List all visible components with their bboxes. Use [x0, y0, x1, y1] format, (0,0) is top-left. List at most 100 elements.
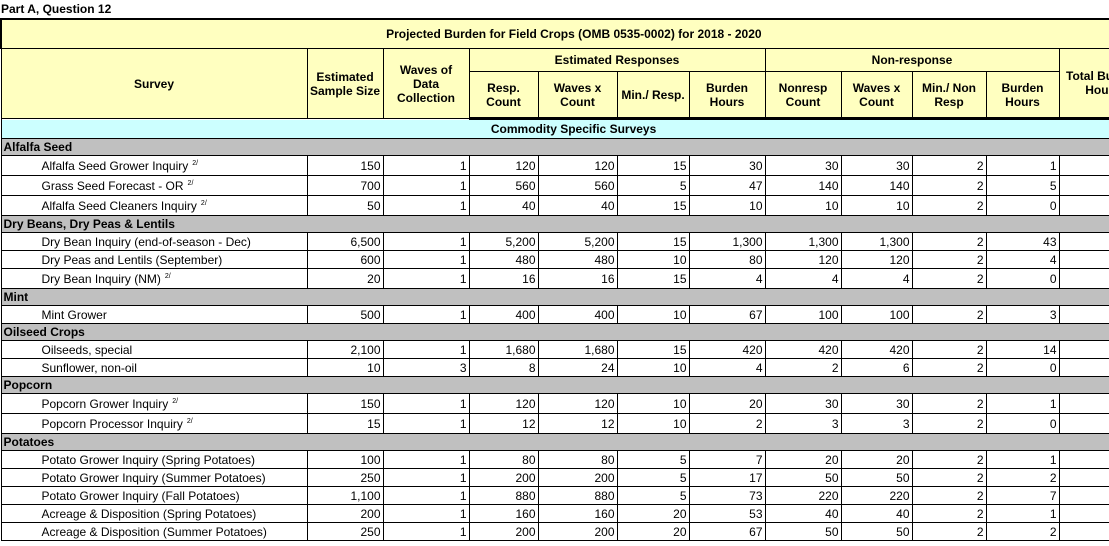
- cell: 10: [764, 195, 842, 216]
- cell: 20: [306, 268, 384, 289]
- survey-name: Dry Bean Inquiry (end-of-season - Dec): [41, 234, 251, 249]
- cell: 50: [764, 468, 842, 487]
- survey-name: Acreage & Disposition (Spring Potatoes): [41, 506, 257, 521]
- group-row: Dry Beans, Dry Peas & Lentils: [0, 215, 1109, 233]
- cell: 120: [468, 155, 539, 176]
- survey-name: Acreage & Disposition (Summer Potatoes): [41, 524, 267, 539]
- data-row: Acreage & Disposition (Summer Potatoes) 2…: [0, 522, 1109, 541]
- cell: 400: [468, 305, 539, 324]
- cell: 0: [985, 195, 1060, 216]
- cell: 560: [537, 175, 618, 196]
- survey-cell: Sunflower, non-oil: [0, 358, 308, 377]
- cell: 1: [382, 195, 470, 216]
- cell: 10: [616, 305, 690, 324]
- survey-name: Potato Grower Inquiry (Summer Potatoes): [41, 470, 266, 485]
- cell: 10: [840, 195, 913, 216]
- total-cell: [1058, 393, 1109, 414]
- cell: 1,300: [840, 232, 913, 251]
- data-row: Potato Grower Inquiry (Spring Potatoes) 1…: [0, 450, 1109, 469]
- cell: 880: [468, 486, 539, 505]
- cell: 12: [537, 413, 618, 434]
- cell: 3: [382, 358, 470, 377]
- cell: 2: [911, 413, 987, 434]
- cell: 43: [985, 232, 1060, 251]
- data-row: Sunflower, non-oil 10 3 8 24 10 4 2 6 2 0: [0, 358, 1109, 377]
- cell: 5,200: [468, 232, 539, 251]
- cell: 15: [616, 268, 690, 289]
- data-row: Oilseeds, special 2,100 1 1,680 1,680 15 420 42…: [0, 340, 1109, 359]
- cell: 120: [840, 250, 913, 269]
- footnote-ref: 2/: [172, 397, 179, 405]
- header: Min./ Non Resp: [911, 71, 987, 120]
- data-row: Mint Grower 500 1 400 400 10 67 100 100 2 3: [0, 305, 1109, 324]
- cell: 0: [985, 358, 1060, 377]
- cell: 24: [537, 358, 618, 377]
- header: Resp. Count: [468, 71, 539, 120]
- cell: 40: [840, 504, 913, 523]
- cell: 2: [911, 155, 987, 176]
- cell: 4: [688, 358, 766, 377]
- cell: 15: [616, 232, 690, 251]
- survey-name: Popcorn Processor Inquiry: [41, 416, 183, 431]
- survey-name: Dry Bean Inquiry (NM): [41, 271, 161, 286]
- cell: 1: [382, 305, 470, 324]
- survey-cell: Potato Grower Inquiry (Fall Potatoes): [0, 486, 308, 505]
- cell: 1: [382, 486, 470, 505]
- group-name: Alfalfa Seed: [0, 138, 1109, 156]
- header: Burden Hours: [985, 71, 1060, 120]
- footnote-ref: 2/: [192, 159, 199, 167]
- cell: 2: [911, 175, 987, 196]
- cell: 160: [537, 504, 618, 523]
- cell: 30: [840, 393, 913, 414]
- survey-cell: Alfalfa Seed Cleaners Inquiry 2/: [0, 195, 308, 216]
- cell: 30: [840, 155, 913, 176]
- cell: 420: [764, 340, 842, 359]
- total-cell: [1058, 358, 1109, 377]
- total-cell: [1058, 468, 1109, 487]
- cell: 1,680: [468, 340, 539, 359]
- cell: 20: [840, 450, 913, 469]
- cell: 20: [616, 504, 690, 523]
- cell: 420: [840, 340, 913, 359]
- cell: 2: [911, 340, 987, 359]
- group-row: Potatoes: [0, 433, 1109, 451]
- cell: 4: [688, 268, 766, 289]
- total-cell: 434: [1058, 340, 1109, 359]
- cell: 5: [616, 450, 690, 469]
- cell: 5: [616, 468, 690, 487]
- cell: 2: [688, 413, 766, 434]
- cell: 1: [382, 232, 470, 251]
- cell: 4: [985, 250, 1060, 269]
- cell: 1: [382, 268, 470, 289]
- survey-cell: Potato Grower Inquiry (Spring Potatoes): [0, 450, 308, 469]
- total-cell: [1058, 250, 1109, 269]
- cell: 1: [382, 340, 470, 359]
- cell: 47: [688, 175, 766, 196]
- cell: 2: [911, 504, 987, 523]
- data-row: Grass Seed Forecast - OR 2/700 1 560 560 5 47 1…: [0, 175, 1109, 196]
- cell: 50: [840, 522, 913, 541]
- cell: 40: [537, 195, 618, 216]
- cell: 10: [616, 393, 690, 414]
- cell: 30: [688, 155, 766, 176]
- group-row: Popcorn: [0, 376, 1109, 394]
- data-row: Potato Grower Inquiry (Fall Potatoes) 1,1…: [0, 486, 1109, 505]
- cell: 1: [382, 468, 470, 487]
- cell: 140: [840, 175, 913, 196]
- cell: 200: [468, 522, 539, 541]
- total-cell: [1058, 450, 1109, 469]
- cell: 2,100: [306, 340, 384, 359]
- total-cell: [1058, 268, 1109, 289]
- cell: 2: [911, 305, 987, 324]
- cell: 15: [616, 195, 690, 216]
- cell: 15: [306, 413, 384, 434]
- cell: 1: [382, 250, 470, 269]
- cell: 73: [688, 486, 766, 505]
- cell: 16: [537, 268, 618, 289]
- cell: 100: [306, 450, 384, 469]
- total-cell: [1058, 486, 1109, 505]
- survey-cell: Grass Seed Forecast - OR 2/: [0, 175, 308, 196]
- cell: 1: [382, 413, 470, 434]
- cell: 0: [985, 413, 1060, 434]
